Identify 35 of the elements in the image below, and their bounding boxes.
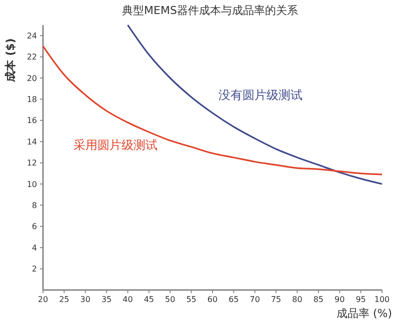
y-tick-label: 16: [26, 116, 37, 126]
y-tick-label: 8: [32, 201, 37, 210]
line-series: [42, 45, 383, 176]
series-label: 没有圆片级测试: [218, 88, 302, 102]
x-tick-label: 95: [356, 295, 366, 304]
y-tick-label: 24: [26, 31, 37, 40]
y-tick-label: 14: [26, 137, 37, 146]
x-tick-label: 60: [207, 295, 218, 304]
x-tick-label: 35: [101, 295, 112, 304]
x-tick-label: 85: [313, 295, 324, 304]
x-tick-label: 50: [165, 295, 176, 304]
x-tick-label: 70: [250, 295, 260, 304]
y-tick-label: 4: [32, 243, 37, 252]
y-tick-label: 22: [26, 52, 37, 62]
x-tick-label: 55: [186, 295, 196, 304]
y-tick-label: 18: [26, 95, 37, 104]
chart-title: 典型MEMS器件成本与成品率的关系: [122, 4, 298, 17]
y-tick-label: 20: [26, 74, 37, 83]
x-tick-label: 75: [270, 295, 282, 304]
y-tick-label: 6: [32, 222, 37, 232]
x-axis-title: 成品率 (%): [336, 307, 392, 320]
x-tick-label: 25: [59, 295, 70, 304]
y-tick-label: 2: [32, 264, 37, 274]
x-tick-label: 90: [334, 295, 345, 304]
x-tick-label: 20: [38, 295, 48, 304]
x-tick-label: 100: [374, 295, 390, 304]
y-tick-label: 10: [26, 180, 37, 189]
x-tick-label: 45: [144, 295, 154, 304]
y-axis-title: 成本 ($): [4, 38, 17, 83]
y-tick-label: 12: [26, 158, 37, 168]
x-tick-label: 80: [292, 295, 302, 304]
x-tick-label: 65: [228, 295, 239, 304]
series-label: 采用圆片级测试: [73, 138, 158, 152]
x-tick-label: 30: [80, 295, 90, 304]
x-tick-label: 40: [122, 295, 133, 304]
